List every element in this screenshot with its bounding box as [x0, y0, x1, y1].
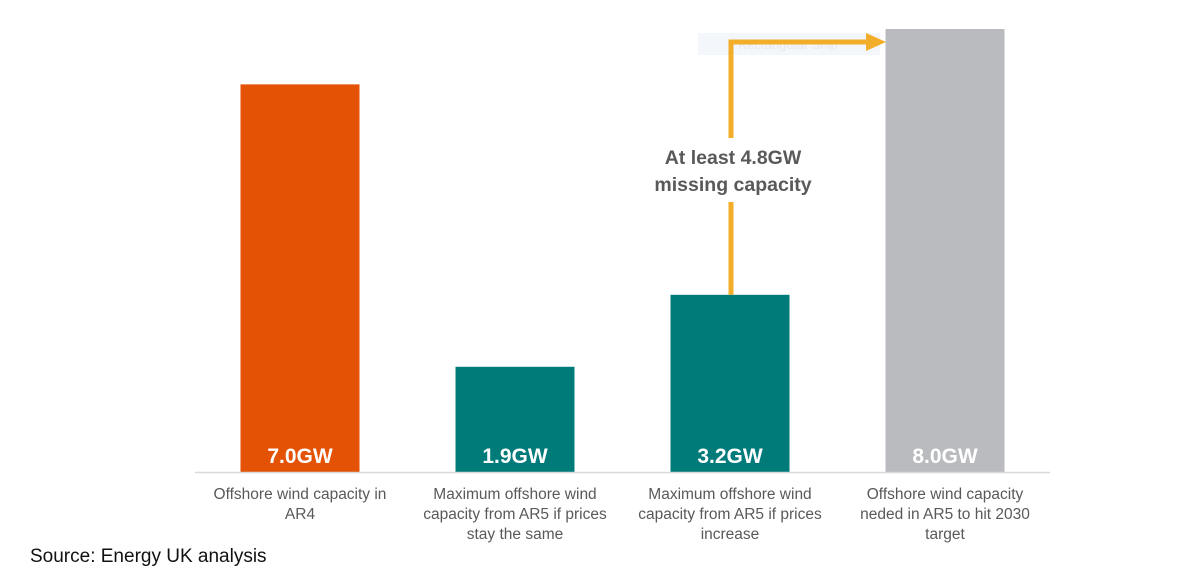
- bar: [240, 84, 360, 472]
- data-label: 3.2GW: [697, 445, 763, 468]
- category-label: capacity from AR5 if prices: [423, 506, 607, 523]
- category-label: increase: [701, 526, 760, 543]
- annotation-text: At least 4.8GW: [665, 147, 802, 169]
- category-label: AR4: [285, 506, 316, 523]
- bar: [455, 366, 575, 472]
- category-label: neded in AR5 to hit 2030: [860, 506, 1030, 523]
- bar: [670, 294, 790, 472]
- category-label: target: [925, 526, 965, 543]
- arrow-head-icon: [866, 33, 886, 51]
- source-note: Source: Energy UK analysis: [30, 546, 267, 567]
- category-label: capacity from AR5 if prices: [638, 506, 822, 523]
- bar: [885, 29, 1005, 472]
- annotation-arrow-line: [728, 39, 868, 295]
- category-label: Offshore wind capacity: [867, 486, 1024, 503]
- category-label: Maximum offshore wind: [433, 486, 596, 503]
- data-label: 1.9GW: [482, 445, 548, 468]
- category-label: Offshore wind capacity in: [214, 486, 387, 503]
- category-label: Maximum offshore wind: [648, 486, 811, 503]
- data-label: 7.0GW: [267, 445, 333, 468]
- category-label: stay the same: [467, 526, 564, 543]
- annotation-text: missing capacity: [654, 174, 811, 196]
- data-label: 8.0GW: [912, 445, 978, 468]
